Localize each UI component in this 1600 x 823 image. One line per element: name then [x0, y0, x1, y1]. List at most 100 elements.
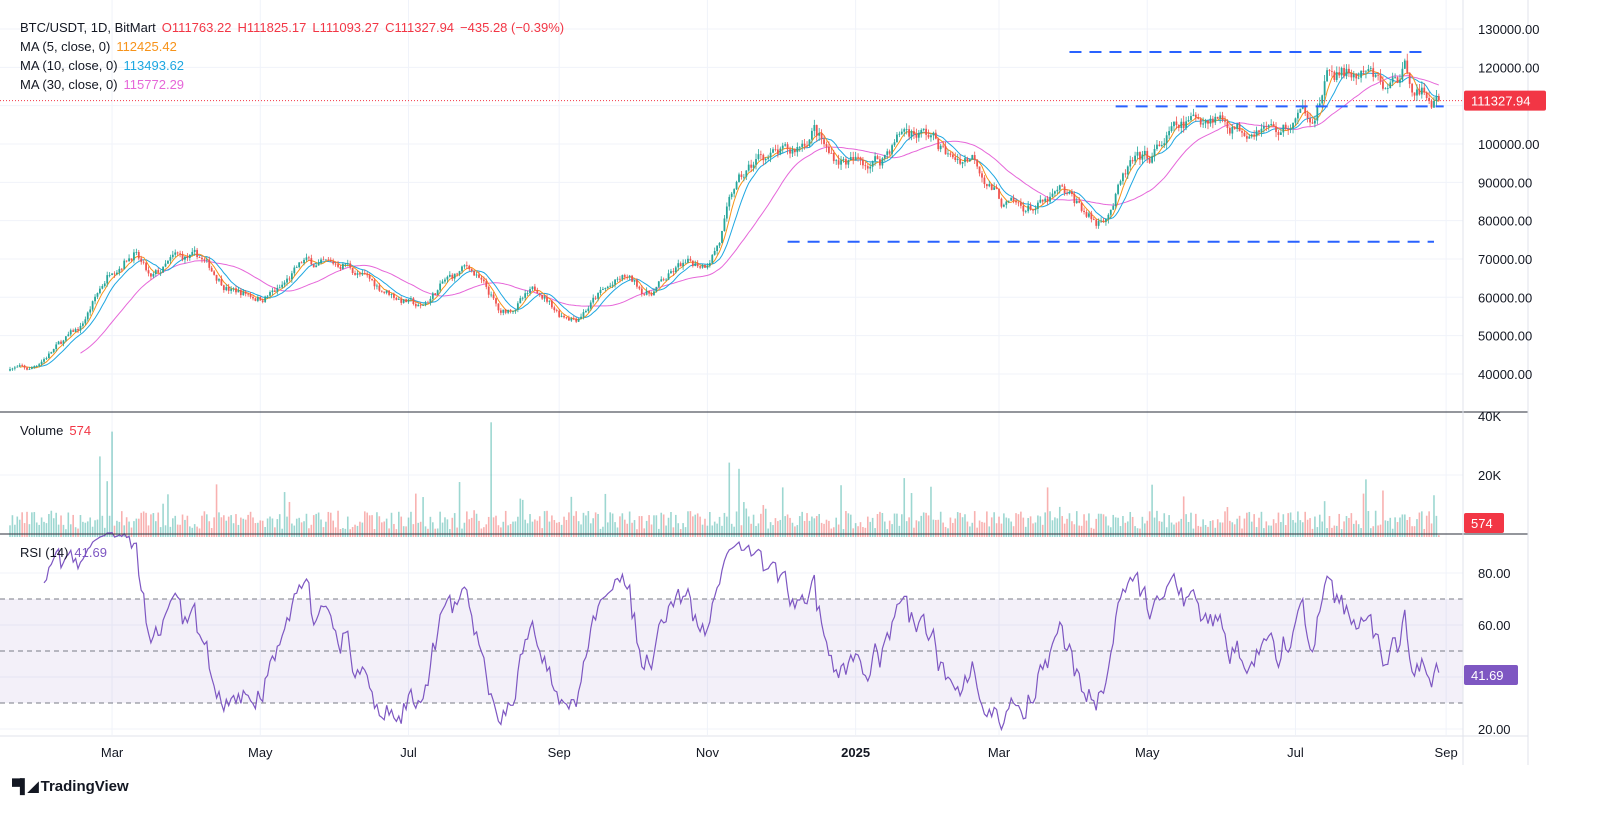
volume-bar: [322, 527, 325, 537]
candle-body: [18, 365, 21, 367]
candle-body: [626, 276, 629, 278]
volume-bar: [1384, 520, 1387, 537]
volume-bar: [1435, 515, 1438, 537]
candle-body: [1391, 77, 1394, 83]
volume-bar: [89, 517, 91, 537]
candle-body: [446, 276, 449, 280]
candle: [577, 318, 580, 323]
volume-legend[interactable]: Volume 574: [20, 423, 97, 438]
rsi-legend[interactable]: RSI (14) 41.69: [20, 545, 113, 560]
volume-bar: [1260, 511, 1263, 537]
candle-body: [69, 330, 72, 335]
candle: [492, 292, 495, 300]
candle-body: [1403, 60, 1406, 69]
candle: [405, 298, 407, 303]
candle-body: [1185, 121, 1188, 129]
candle: [793, 148, 796, 156]
candle-body: [186, 256, 189, 259]
candle: [862, 156, 864, 169]
volume-bar: [223, 515, 225, 537]
candle-body: [716, 245, 719, 252]
candle-body: [966, 158, 969, 162]
volume-bar: [257, 522, 259, 537]
candle-body: [385, 290, 388, 293]
ma5-value: 112425.42: [116, 39, 177, 54]
candle-body: [64, 336, 67, 341]
candle-body: [356, 273, 359, 275]
volume-bar: [1024, 526, 1027, 537]
ma30-legend[interactable]: MA (30, close, 0) 115772.29: [20, 77, 190, 92]
volume-bar: [142, 511, 145, 537]
volume-bar: [1233, 524, 1236, 537]
candle-body: [383, 291, 386, 293]
volume-bar: [949, 517, 952, 537]
candle: [609, 282, 612, 288]
candle: [157, 267, 160, 274]
candle: [1136, 146, 1139, 160]
candle-body: [220, 279, 223, 286]
volume-bar: [1365, 479, 1367, 537]
candle-body: [1241, 131, 1243, 133]
candle: [815, 124, 818, 142]
candle-body: [307, 257, 310, 259]
ma5-legend[interactable]: MA (5, close, 0) 112425.42: [20, 39, 183, 54]
candle: [757, 149, 760, 161]
candle: [1420, 81, 1423, 99]
volume-bar: [575, 511, 577, 537]
candle-body: [1311, 122, 1314, 124]
candle: [1233, 125, 1236, 130]
volume-bar: [1362, 493, 1365, 537]
volume-bar: [1304, 511, 1306, 537]
candle-body: [915, 134, 918, 138]
volume-bar: [760, 513, 762, 537]
candle-body: [776, 149, 779, 155]
candle: [1141, 150, 1144, 165]
candle-body: [9, 369, 11, 371]
volume-bar: [1241, 528, 1243, 537]
candle-body: [1345, 68, 1348, 77]
volume-bar: [998, 516, 1000, 537]
tradingview-logo[interactable]: ▀▌◢ TradingView: [12, 778, 129, 795]
candle-body: [893, 142, 896, 146]
candle-body: [587, 308, 590, 311]
candle: [988, 180, 991, 188]
volume-bar: [636, 529, 638, 537]
volume-bar: [1309, 518, 1311, 537]
candle-body: [451, 274, 454, 279]
candle-body: [259, 297, 262, 301]
volume-bar: [1284, 525, 1287, 537]
candle: [614, 279, 616, 288]
volume-bar: [1182, 496, 1185, 537]
candle-body: [840, 160, 842, 165]
candle: [376, 283, 378, 290]
candle-body: [502, 309, 505, 313]
volume-bar: [159, 527, 162, 537]
volume-bar: [718, 516, 721, 537]
volume-bar: [300, 522, 303, 537]
candle-body: [128, 258, 130, 262]
candle: [1292, 122, 1294, 134]
volume-bar: [675, 514, 677, 537]
candle-body: [1148, 158, 1151, 163]
volume-bar: [274, 527, 276, 537]
candle: [254, 297, 257, 302]
candle: [560, 313, 563, 318]
candle-body: [582, 312, 585, 317]
volume-bar: [1212, 520, 1214, 537]
candle-body: [1304, 105, 1307, 114]
volume-bar: [990, 517, 993, 537]
candle: [541, 294, 544, 300]
candle-body: [1168, 131, 1171, 136]
candle: [995, 184, 998, 190]
candle: [186, 253, 189, 262]
candle-body: [354, 273, 356, 275]
ma5-line: [19, 69, 1439, 369]
volume-bar: [519, 498, 522, 537]
candle: [1168, 126, 1171, 139]
candle-body: [650, 293, 653, 296]
candle: [667, 269, 670, 281]
ma10-legend[interactable]: MA (10, close, 0) 113493.62: [20, 58, 190, 73]
volume-bar: [504, 510, 507, 537]
candle-body: [830, 152, 833, 154]
